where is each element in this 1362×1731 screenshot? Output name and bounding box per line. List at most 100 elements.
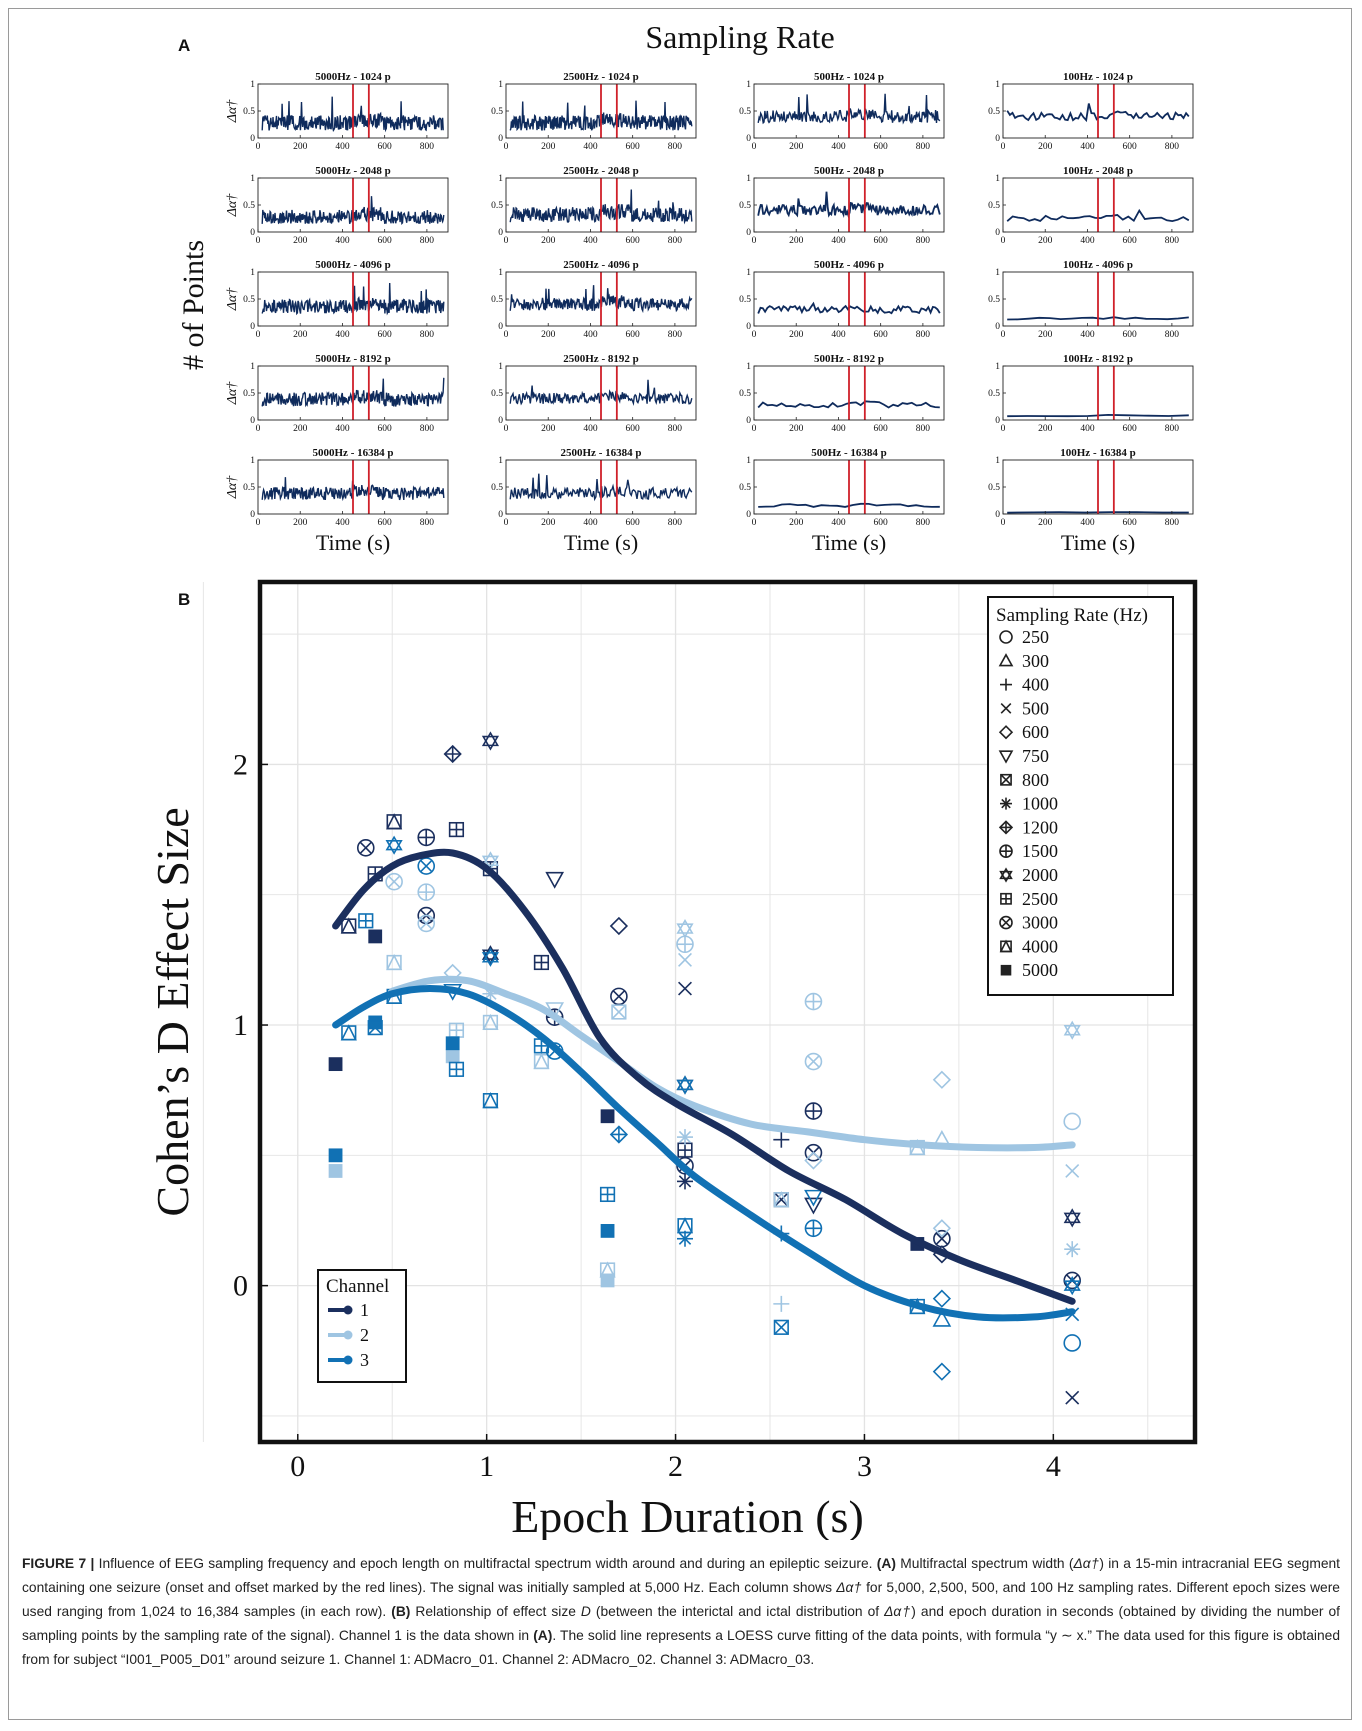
marker-shape: [1063, 1334, 1082, 1352]
marker-stroke: [807, 1055, 820, 1068]
x-tick-label: 400: [335, 330, 350, 340]
caption-panel-b-text-4: . The solid line represents a LOESS curv…: [22, 1628, 1341, 1667]
x-tick-label: 600: [874, 236, 889, 246]
x-tick-label: 400: [335, 142, 350, 152]
marker-stroke: [359, 841, 372, 854]
marker-square-filled: [1000, 964, 1012, 976]
marker-square-plus: [1000, 892, 1012, 905]
x-tick-label: 200: [789, 518, 804, 528]
x-tick-label: 600: [874, 330, 889, 340]
marker-circle: [999, 630, 1013, 644]
channel-legend-label: 3: [360, 1350, 369, 1370]
marker-stroke: [1000, 774, 1012, 786]
marker-shape: [773, 1191, 790, 1208]
x-tick-label: 800: [916, 424, 931, 434]
marker-shape: [533, 1052, 550, 1070]
marker-legend-label: 500: [1022, 698, 1049, 718]
y-tick-label: 0.5: [739, 295, 751, 305]
x-tick-label: 400: [831, 424, 846, 434]
marker-legend-box: [987, 596, 1174, 996]
subplot-ylabel: Δα†: [225, 475, 240, 500]
marker-shape: [676, 1075, 694, 1091]
marker-circle-x: [356, 839, 375, 857]
subplot-title: 2500Hz - 1024 p: [563, 71, 638, 83]
x-tick-label: 0: [504, 142, 509, 152]
marker-legend-label: 2000: [1022, 865, 1058, 885]
subplot-title: 5000Hz - 8192 p: [315, 353, 390, 365]
subplot-12: 100Hz - 4096 p 0 200 400 600 800 0 0.5 1: [988, 259, 1194, 340]
marker-circle-x: [385, 872, 403, 891]
marker-legend-title: Sampling Rate (Hz): [996, 605, 1148, 626]
marker-hexagram: [481, 731, 500, 751]
y-tick-label: 0.5: [988, 483, 1000, 493]
x-tick-label: 600: [626, 142, 641, 152]
marker-diamond: [932, 1219, 952, 1238]
x-tick-label: 400: [583, 236, 598, 246]
caption-figure-label: FIGURE 7 |: [22, 1556, 95, 1571]
x-tick-label: 400: [831, 518, 846, 528]
x-tick-label: 600: [874, 142, 889, 152]
x-tick-label: 0: [752, 330, 757, 340]
channel-legend-item: 3: [328, 1350, 369, 1370]
x-tick-label: 200: [1038, 142, 1053, 152]
marker-shape: [1000, 964, 1012, 976]
marker-triangle-up: [998, 653, 1014, 667]
channel-legend-item: 1: [328, 1300, 369, 1320]
x-tick-label: 800: [420, 236, 435, 246]
channel-legend-dot: [343, 1330, 353, 1340]
x-tick-label: 200: [789, 142, 804, 152]
marker-square-filled: [328, 1148, 343, 1163]
marker-stroke: [678, 1232, 692, 1245]
subplot-title: 2500Hz - 2048 p: [563, 165, 638, 177]
subplot-title: 500Hz - 4096 p: [814, 259, 884, 271]
marker-plus: [773, 1295, 790, 1312]
marker-legend-label: 1000: [1022, 794, 1058, 814]
x-tick-label: 800: [668, 424, 683, 434]
y-tick-label: 0: [250, 416, 255, 426]
marker-shape: [385, 872, 403, 891]
marker-cross: [1000, 703, 1012, 714]
marker-stroke: [678, 1130, 692, 1144]
marker-square-triangle: [999, 939, 1013, 953]
marker-shape: [367, 1020, 383, 1036]
marker-shape: [340, 917, 357, 934]
x-tick-label: 800: [1165, 518, 1180, 528]
y-tick-label: 1: [498, 456, 503, 466]
marker-square-filled: [445, 1049, 460, 1064]
caption-panel-a-ref-2: (A): [533, 1628, 553, 1643]
marker-shape: [368, 929, 383, 944]
x-tick-label: 800: [916, 518, 931, 528]
marker-shape: [804, 1143, 823, 1162]
y-tick-label: 0: [498, 322, 503, 332]
x-tick-label: 600: [626, 424, 641, 434]
subplot-ylabel: Δα†: [225, 381, 240, 406]
y-tick-label: 1: [746, 174, 751, 184]
marker-stroke: [612, 990, 626, 1003]
marker-asterisk: [677, 1230, 693, 1247]
channel-legend: Channel 1 2 3: [317, 1269, 407, 1383]
marker-shape: [998, 750, 1014, 764]
marker-circle-plus: [804, 1102, 823, 1120]
x-tick-label: 600: [626, 236, 641, 246]
y-tick-label: 0: [746, 510, 751, 520]
x-tick-label: 0: [752, 142, 757, 152]
subplot-title: 5000Hz - 1024 p: [315, 71, 390, 83]
marker-stroke: [1065, 1164, 1080, 1178]
subplot-xlabel: Time (s): [564, 530, 638, 555]
y-tick-label: 0.5: [739, 107, 751, 117]
marker-shape: [676, 1079, 694, 1095]
y-tick-label: 0: [498, 134, 503, 144]
marker-hexagram: [999, 867, 1013, 883]
subplot-6: 2500Hz - 2048 p 0 200 400 600 800 0 0.5 1: [491, 165, 697, 246]
marker-shape: [445, 1049, 460, 1064]
marker-square-plus: [448, 821, 465, 838]
marker-hexagram: [481, 851, 500, 871]
marker-shape: [386, 813, 403, 830]
marker-circle-x: [804, 1052, 823, 1071]
subplot-4: 100Hz - 1024 p 0 200 400 600 800 0 0.5 1: [988, 71, 1194, 152]
marker-legend-label: 5000: [1022, 960, 1058, 980]
y-tick-label: 0: [995, 510, 1000, 520]
x-tick-label: 400: [831, 330, 846, 340]
subplot-title: 100Hz - 4096 p: [1063, 259, 1133, 271]
x-tick-label: 0: [256, 424, 261, 434]
